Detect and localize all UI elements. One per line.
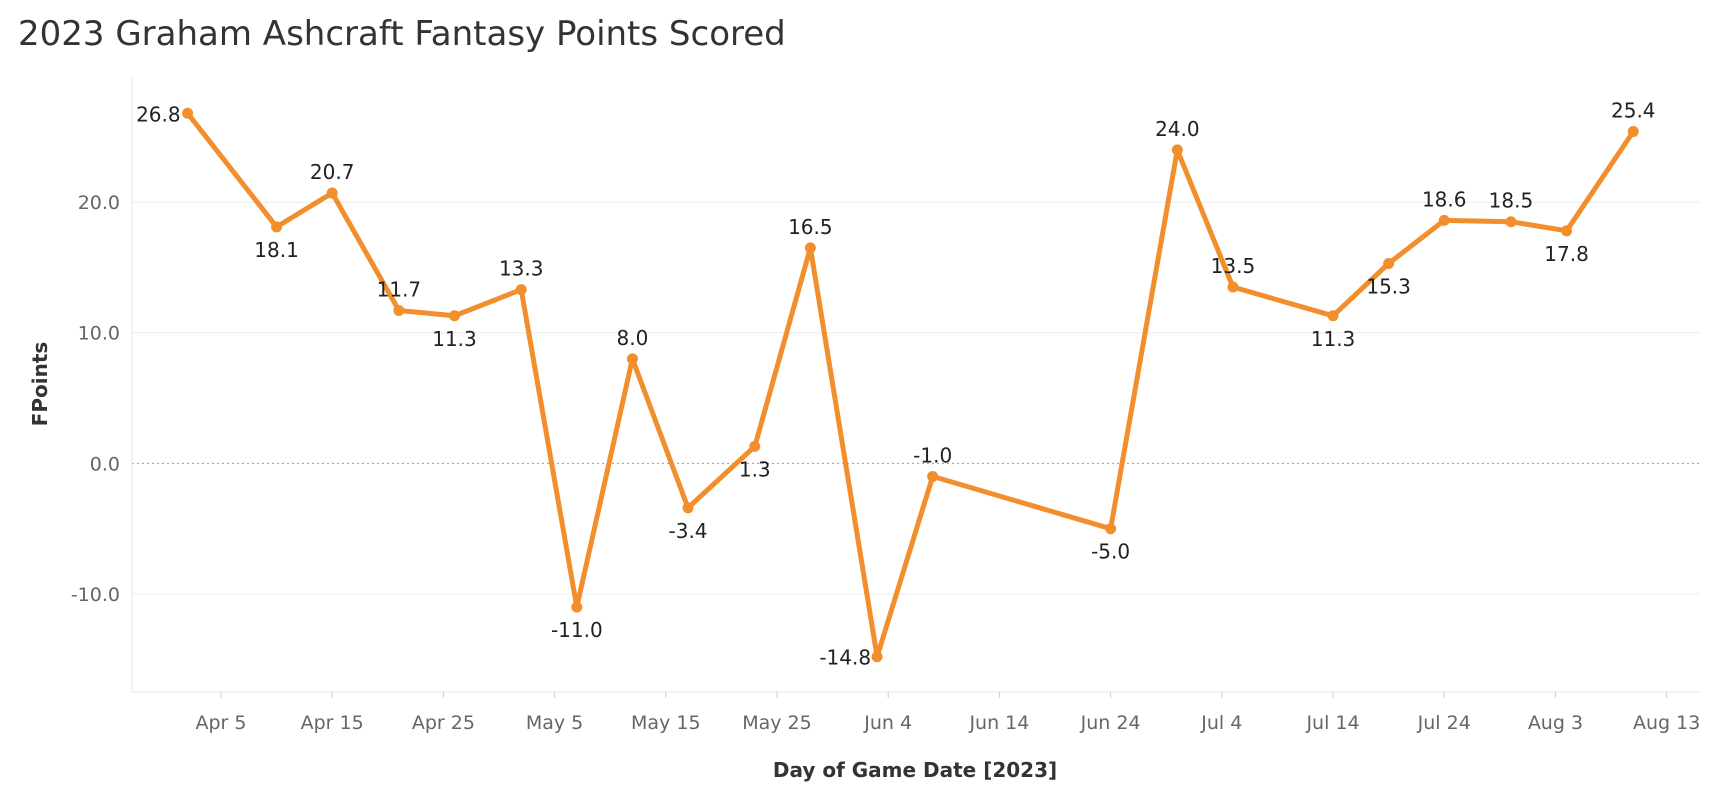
series-line [185,110,1636,660]
data-point [1171,144,1183,156]
x-tick-label: Apr 25 [412,712,475,734]
data-point [1438,214,1450,226]
x-tick-label: Aug 3 [1528,712,1583,734]
data-point [804,242,816,254]
data-point [1505,216,1517,228]
data-label: -14.8 [819,646,871,670]
x-tick-label: Jun 4 [863,712,912,734]
data-label: 18.6 [1422,187,1467,211]
label-layer: 26.8 18.1 20.7 11.7 11.3 13.3 -11.0 8.0 -3.4 1.3 1… [136,99,1655,670]
x-tick-label: May 5 [526,712,583,734]
x-axis-title: Day of Game Date [2023] [773,758,1057,782]
data-point [182,107,194,119]
data-point [271,221,283,233]
y-tick-label: 10.0 [78,323,120,345]
x-tick-label: May 15 [631,712,701,734]
x-tick-label: Aug 13 [1633,712,1700,734]
data-label: 13.5 [1211,254,1256,278]
data-point [326,187,338,199]
data-point [448,310,460,322]
data-label: 11.3 [1311,327,1356,351]
data-point [1561,225,1573,237]
data-label: 24.0 [1155,117,1200,141]
data-point [1383,258,1395,270]
x-tick-label: Jul 24 [1417,712,1471,734]
data-point [682,502,694,514]
data-label: 17.8 [1544,242,1589,266]
data-label: 18.1 [254,238,299,262]
data-point [749,440,761,452]
data-label: -5.0 [1091,540,1130,564]
data-point [927,470,939,482]
data-point [1105,523,1117,535]
y-tick-label: -10.0 [71,584,120,606]
data-point [393,305,405,317]
y-tick-label: 0.0 [90,453,120,475]
data-label: 8.0 [617,326,649,350]
data-point [626,353,638,365]
data-label: 16.5 [788,215,833,239]
point-layer [182,107,1639,663]
data-label: 26.8 [136,102,181,126]
y-tick-label: 20.0 [78,192,120,214]
data-label: 20.7 [310,160,355,184]
x-tick-label: Apr 15 [301,712,364,734]
line-layer [185,110,1636,660]
axis-layer: 20.0 10.0 0.0 -10.0 Apr 5 Apr 15 Apr 25 May 5 Ma… [71,78,1700,734]
x-tick-label: Jun 24 [1080,712,1141,734]
data-label: 11.7 [377,278,422,302]
data-label: 25.4 [1611,99,1656,123]
data-point [871,651,883,663]
data-label: 13.3 [499,257,544,281]
data-point [1627,126,1639,138]
x-tick-label: Jul 14 [1305,712,1359,734]
data-point [571,601,583,613]
data-label: 15.3 [1366,275,1411,299]
x-tick-label: Jun 14 [968,712,1029,734]
chart-title: 2023 Graham Ashcraft Fantasy Points Scor… [18,14,786,54]
x-tick-label: Jul 4 [1200,712,1242,734]
data-label: 1.3 [739,457,771,481]
data-label: 11.3 [432,327,477,351]
x-tick-label: May 25 [742,712,812,734]
data-label: -11.0 [551,618,603,642]
y-axis-title: FPoints [28,342,52,427]
data-label: 18.5 [1489,189,1534,213]
data-point [1227,281,1239,293]
data-label: -3.4 [669,519,708,543]
data-point [515,284,527,296]
x-tick-label: Apr 5 [195,712,246,734]
grid-layer [132,201,1700,595]
data-point [1327,310,1339,322]
data-label: -1.0 [913,443,952,467]
